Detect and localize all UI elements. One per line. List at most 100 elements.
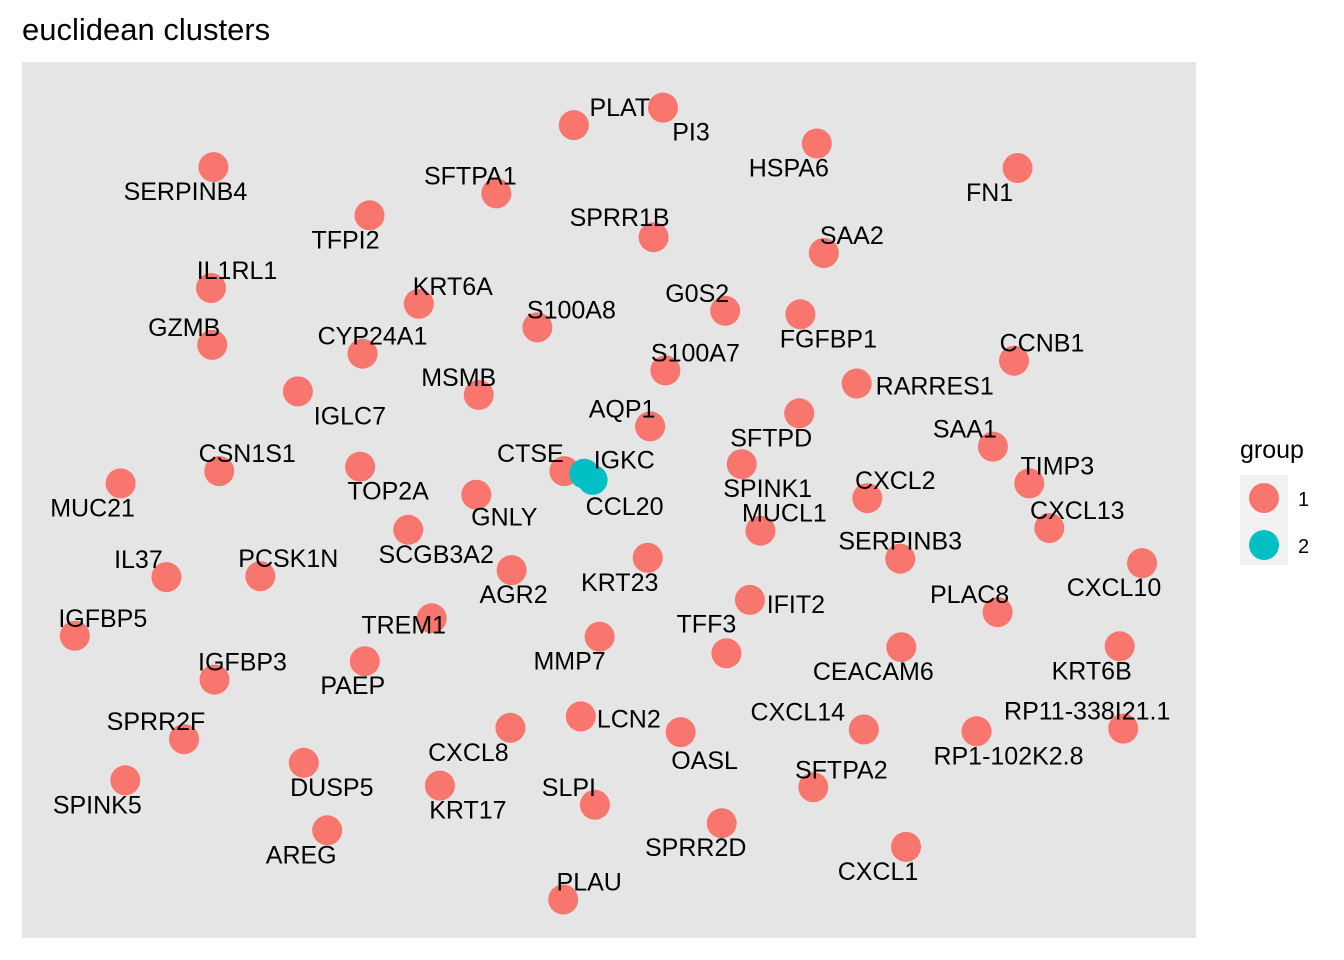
data-point-igfbp5 xyxy=(59,620,90,651)
data-point-krt23 xyxy=(632,542,663,573)
point-label-cyp24a1: CYP24A1 xyxy=(318,323,428,351)
point-label-igkc: IGKC xyxy=(594,447,655,475)
point-label-cxcl10: CXCL10 xyxy=(1067,574,1162,602)
data-point-krt6a xyxy=(403,288,434,319)
data-point-slpi xyxy=(579,789,610,820)
point-label-trem1: TREM1 xyxy=(361,611,446,639)
data-point-cyp24a1 xyxy=(347,338,378,369)
data-point-saa2 xyxy=(808,238,839,268)
point-label-sprr2d: SPRR2D xyxy=(645,834,746,862)
point-label-rarres1: RARRES1 xyxy=(876,373,994,401)
point-label-gzmb: GZMB xyxy=(148,314,220,342)
data-point-ccl20 xyxy=(577,464,608,495)
data-point-g0s2 xyxy=(710,295,741,326)
data-point-cxcl14 xyxy=(848,714,879,745)
point-label-saa1: SAA1 xyxy=(933,416,997,444)
data-point-rarres1 xyxy=(841,368,872,399)
point-label-saa2: SAA2 xyxy=(820,222,884,250)
data-point-mucl1 xyxy=(745,515,776,546)
data-point-spink5 xyxy=(110,765,141,796)
data-point-muc21 xyxy=(105,468,136,499)
point-label-serpinb3: SERPINB3 xyxy=(838,528,962,556)
data-point-il37 xyxy=(151,562,182,593)
point-label-igfbp3: IGFBP3 xyxy=(198,649,287,677)
point-label-g0s2: G0S2 xyxy=(665,280,729,308)
point-label-cxcl8: CXCL8 xyxy=(428,739,509,767)
data-point-agr2 xyxy=(496,555,527,586)
data-point-timp3 xyxy=(1014,468,1045,499)
labels-layer: PLAT PI3 HSPA6 SFTPA1 SERPINB4 TFPI2 FN1 SPRR1B… xyxy=(50,94,1170,896)
data-point-plau xyxy=(548,884,579,915)
point-label-cxcl1: CXCL1 xyxy=(838,858,919,886)
point-label-sftpa1: SFTPA1 xyxy=(424,162,517,190)
data-point-spink1 xyxy=(726,449,757,480)
plot-panel xyxy=(22,62,1196,938)
data-point-gzmb xyxy=(197,329,228,360)
data-point-lcn2 xyxy=(565,701,596,732)
point-label-igfbp5: IGFBP5 xyxy=(58,605,147,633)
data-point-fgfbp1 xyxy=(785,299,816,330)
point-label-dusp5: DUSP5 xyxy=(290,774,373,802)
point-label-sftpa2: SFTPA2 xyxy=(795,756,888,784)
point-label-s100a8: S100A8 xyxy=(527,296,616,324)
data-point-scgb3a2 xyxy=(393,514,424,545)
chart-title: euclidean clusters xyxy=(22,12,270,47)
point-label-tfpi2: TFPI2 xyxy=(311,226,379,254)
point-label-fgfbp1: FGFBP1 xyxy=(780,325,877,353)
point-label-cxcl13: CXCL13 xyxy=(1030,497,1125,525)
data-point-sftpa1 xyxy=(481,178,512,209)
point-label-krt17: KRT17 xyxy=(429,797,506,825)
data-point-ccnb1 xyxy=(999,345,1029,376)
point-label-ceacam6: CEACAM6 xyxy=(813,658,934,686)
point-label-ifit2: IFIT2 xyxy=(767,591,825,619)
data-point-plac8 xyxy=(982,597,1013,628)
point-label-agr2: AGR2 xyxy=(480,581,548,609)
point-label-il37: IL37 xyxy=(114,546,163,574)
data-point-ifit2 xyxy=(734,584,765,615)
point-label-timp3: TIMP3 xyxy=(1020,452,1094,480)
point-label-plac8: PLAC8 xyxy=(930,581,1009,609)
points-layer xyxy=(59,92,1157,915)
point-label-mmp7: MMP7 xyxy=(533,648,605,676)
legend-key-group-2 xyxy=(1249,530,1279,560)
point-label-areg: AREG xyxy=(266,841,337,869)
point-label-muc21: MUC21 xyxy=(50,494,135,522)
point-label-spink5: SPINK5 xyxy=(53,791,142,819)
point-label-tff3: TFF3 xyxy=(677,610,737,638)
data-point-pcsk1n xyxy=(245,561,276,592)
point-label-sftpd: SFTPD xyxy=(730,424,812,452)
point-label-spink1: SPINK1 xyxy=(723,475,812,503)
data-point-cxcl10 xyxy=(1127,548,1157,579)
point-label-gnly: GNLY xyxy=(471,504,538,532)
point-label-rp1-102k2.8: RP1-102K2.8 xyxy=(933,742,1083,770)
data-point-sftpd xyxy=(784,398,815,429)
data-point-cxcl2 xyxy=(852,483,883,514)
data-point-serpinb4 xyxy=(198,152,229,183)
point-label-krt6b: KRT6B xyxy=(1052,657,1132,685)
legend-key-group-1 xyxy=(1249,483,1279,513)
point-label-scgb3a2: SCGB3A2 xyxy=(379,541,494,569)
data-point-csn1s1 xyxy=(204,456,235,487)
point-label-oasl: OASL xyxy=(671,747,738,775)
data-point-pi3 xyxy=(648,92,678,123)
point-label-pi3: PI3 xyxy=(672,119,710,147)
data-point-hspa6 xyxy=(801,128,832,159)
data-point-tfpi2 xyxy=(354,200,385,231)
data-point-trem1 xyxy=(416,603,447,634)
data-point-top2a xyxy=(345,451,376,482)
data-point-gnly xyxy=(461,479,492,510)
data-point-aqp1 xyxy=(635,411,666,442)
data-point-s100a8 xyxy=(522,312,553,343)
legend-label-group-1: 1 xyxy=(1298,489,1309,511)
data-point-cxcl8 xyxy=(495,712,526,743)
data-point-sftpa2 xyxy=(798,772,829,803)
data-point-mmp7 xyxy=(584,621,615,652)
point-label-aqp1: AQP1 xyxy=(589,395,656,423)
legend-title: group xyxy=(1240,436,1304,464)
data-point-iglc7 xyxy=(282,376,313,407)
legend: group 1 2 xyxy=(1240,436,1309,565)
point-label-msmb: MSMB xyxy=(421,364,496,392)
point-label-pcsk1n: PCSK1N xyxy=(238,545,338,573)
point-label-ccnb1: CCNB1 xyxy=(1000,330,1085,358)
